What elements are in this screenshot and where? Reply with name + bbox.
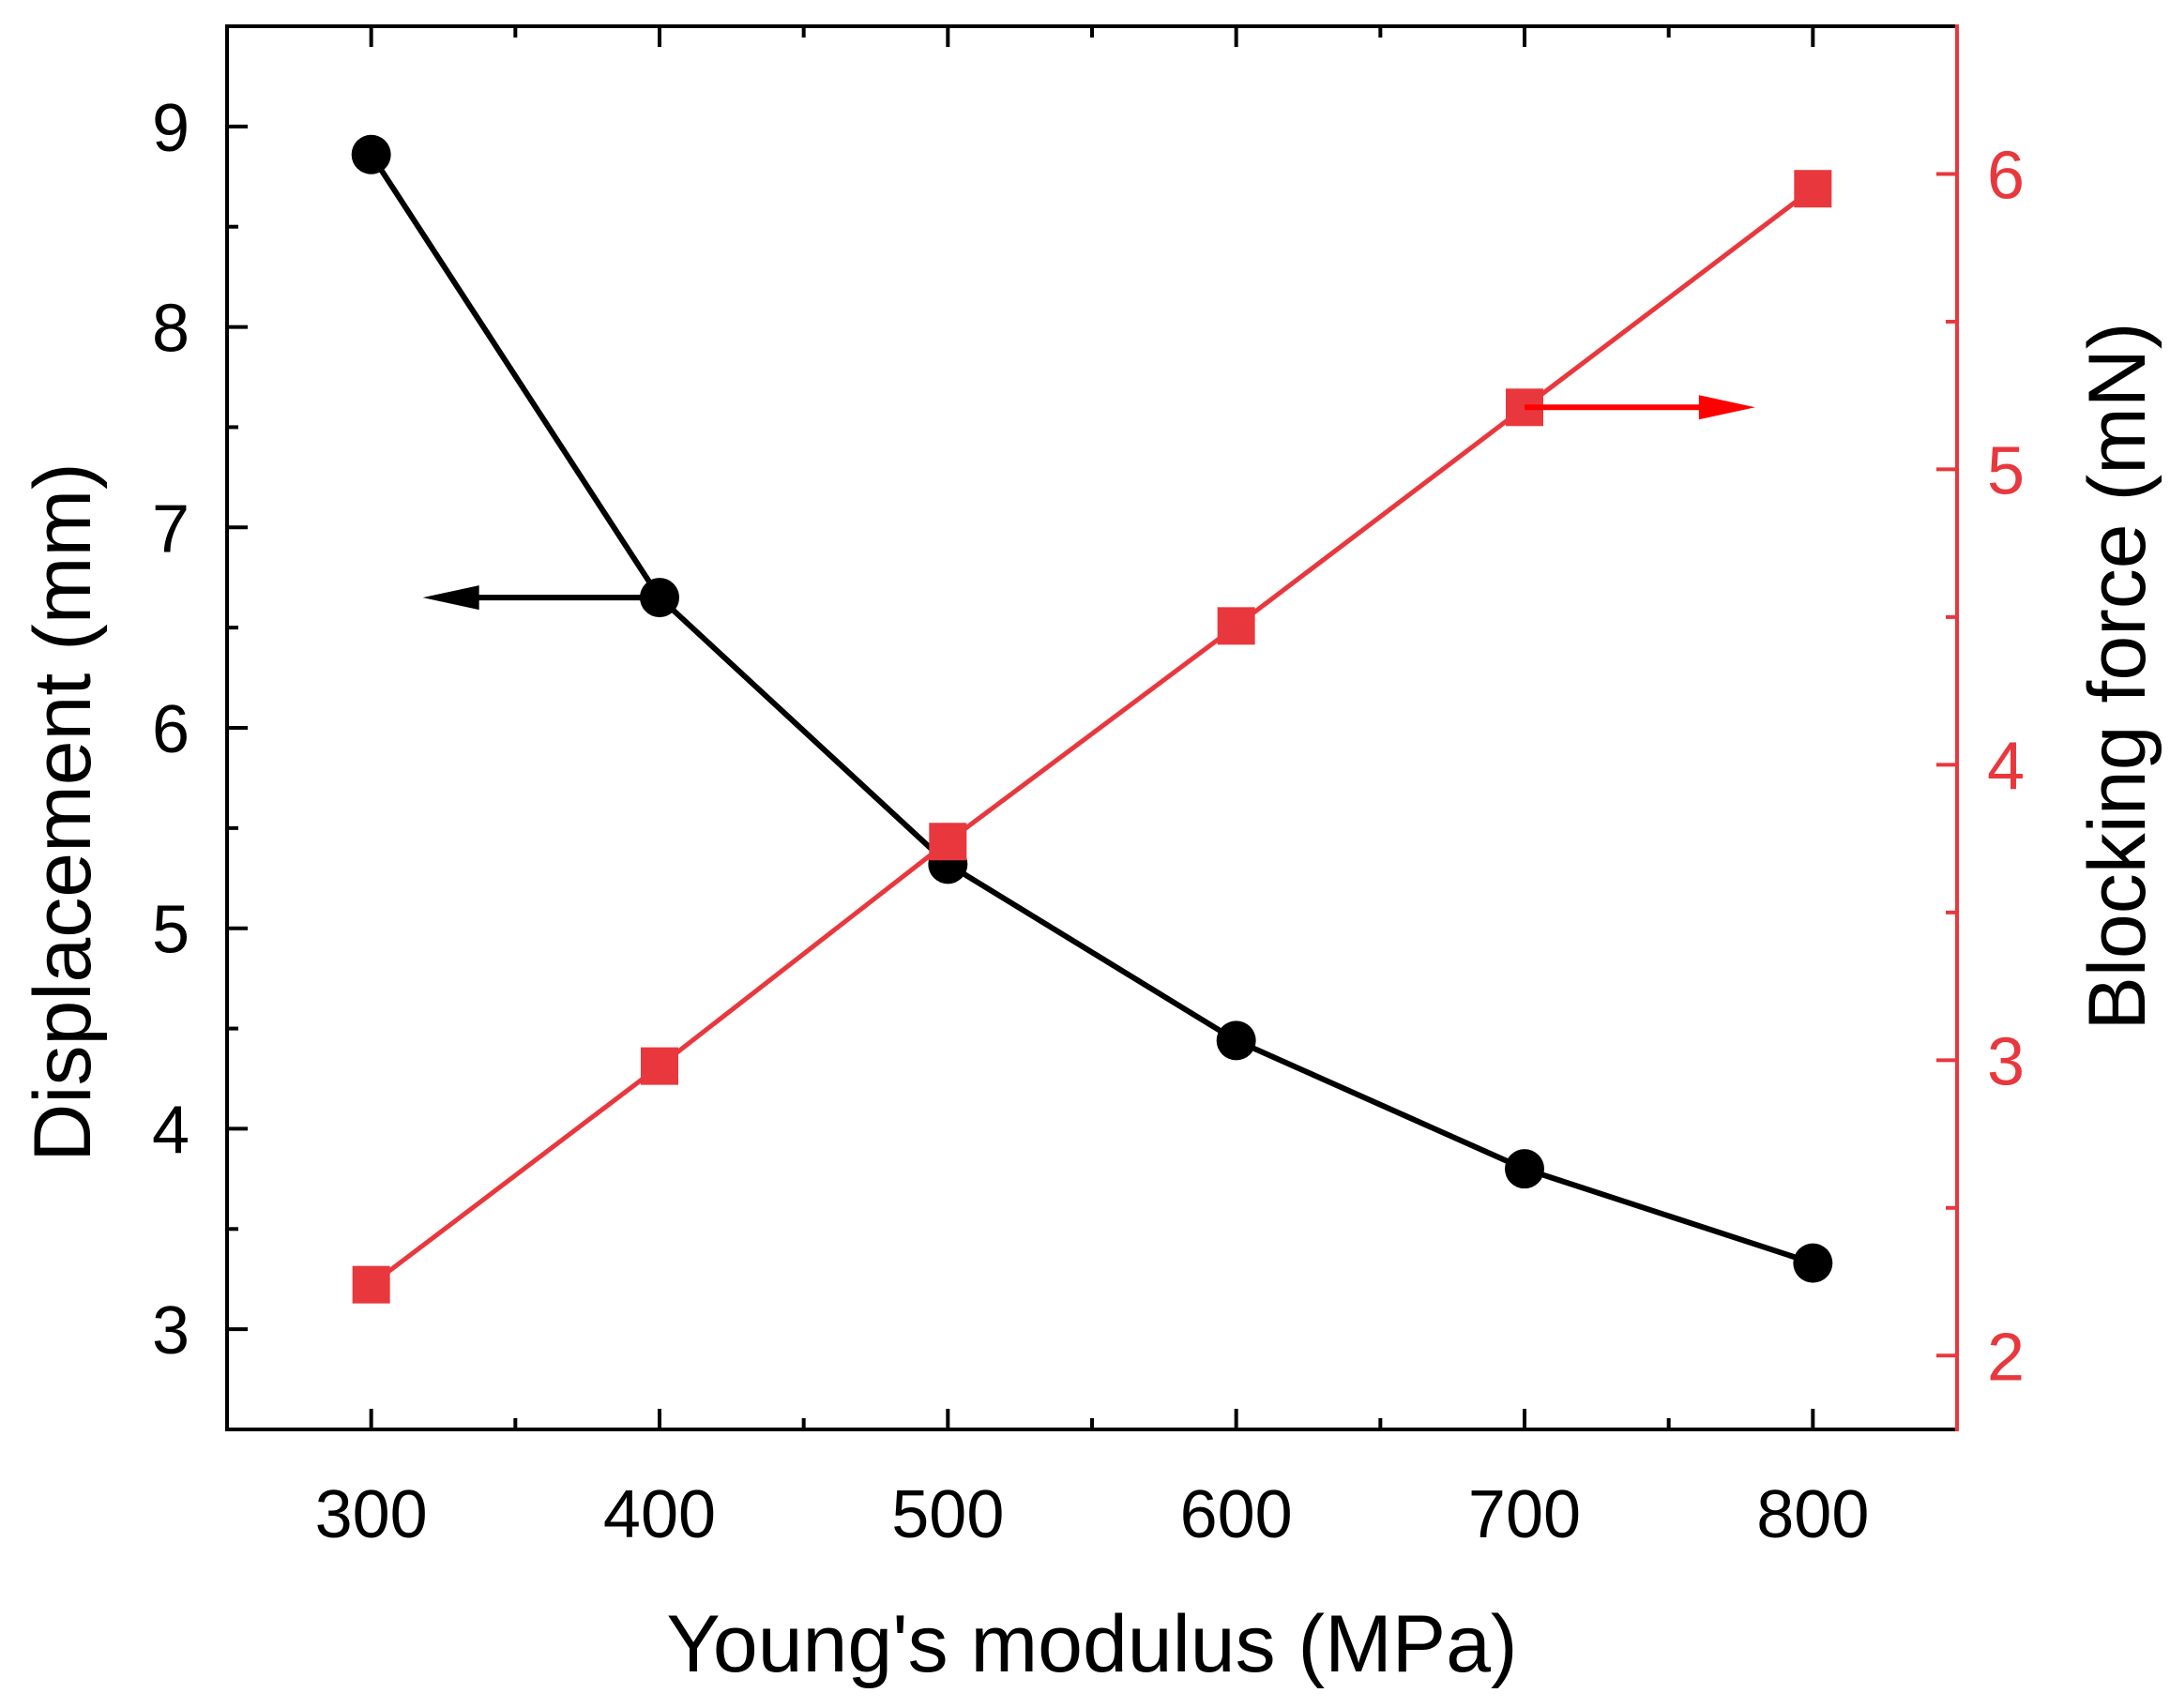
x-tick-label: 700: [1468, 1477, 1581, 1552]
data-point-displacement: [351, 134, 391, 174]
x-tick-label: 800: [1756, 1477, 1869, 1552]
y-right-tick-label: 5: [1987, 433, 2025, 508]
y-right-tick-label: 3: [1987, 1024, 2025, 1099]
y-tick-label: 7: [152, 491, 190, 567]
series-line-0: [369, 153, 1814, 1266]
y-tick-label: 3: [152, 1293, 190, 1368]
data-point-displacement: [1216, 1020, 1256, 1061]
data-point-displacement: [1505, 1149, 1544, 1189]
data-point-blocking-force: [929, 823, 967, 861]
left-axis-arrow-head: [422, 585, 479, 611]
data-point-blocking-force: [641, 1047, 678, 1085]
x-tick-label: 600: [1180, 1477, 1293, 1552]
x-tick-label: 400: [603, 1477, 716, 1552]
y-right-tick-label: 2: [1987, 1320, 2025, 1395]
x-tick-label: 300: [315, 1477, 428, 1552]
data-point-displacement: [1793, 1243, 1833, 1283]
annotations: [422, 395, 1755, 611]
y-right-tick-label: 6: [1987, 138, 2025, 213]
y-axis-title-right: Blocking force (mN): [2072, 322, 2162, 1030]
data-point-blocking-force: [1217, 607, 1255, 645]
y-right-tick-label: 4: [1987, 729, 2025, 804]
y-tick-label: 6: [152, 692, 190, 767]
axes-frame: [225, 24, 1959, 1431]
data-point-blocking-force: [1794, 170, 1832, 208]
right-axis-arrow-head: [1698, 395, 1755, 420]
data-point-blocking-force: [352, 1265, 390, 1304]
y-tick-label: 8: [152, 292, 190, 367]
series-layer: [351, 134, 1833, 1304]
series-line-1: [370, 187, 1814, 1287]
x-axis-title: Young's modulus (MPa): [666, 1599, 1517, 1689]
x-tick-label: 500: [891, 1477, 1004, 1552]
y-tick-label: 5: [152, 893, 190, 968]
y-tick-label: 9: [152, 91, 190, 166]
y-axis-title-left: Displacement (mm): [18, 462, 108, 1161]
y-tick-label: 4: [152, 1093, 190, 1168]
ticks: 300 400 500 600 700 800 3 4 5 6 7 8 9 2 3 4 5 6: [152, 26, 2025, 1552]
